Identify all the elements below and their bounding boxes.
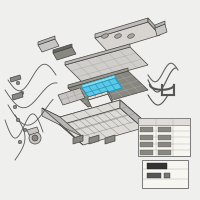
Polygon shape xyxy=(10,75,21,82)
Bar xyxy=(147,173,161,178)
Bar xyxy=(158,134,171,140)
Polygon shape xyxy=(12,92,23,100)
Bar xyxy=(138,118,190,125)
Bar xyxy=(147,163,167,169)
Polygon shape xyxy=(60,100,120,125)
Polygon shape xyxy=(155,24,167,36)
Polygon shape xyxy=(108,91,112,102)
Polygon shape xyxy=(60,108,143,145)
Circle shape xyxy=(18,140,22,144)
Circle shape xyxy=(16,118,20,122)
Polygon shape xyxy=(105,135,115,144)
Ellipse shape xyxy=(128,34,134,38)
Polygon shape xyxy=(82,75,115,88)
Circle shape xyxy=(20,91,24,95)
Polygon shape xyxy=(53,47,76,60)
Circle shape xyxy=(23,128,27,132)
Polygon shape xyxy=(68,68,128,88)
Bar xyxy=(140,142,153,147)
Ellipse shape xyxy=(115,34,121,38)
Bar xyxy=(142,160,188,188)
Circle shape xyxy=(29,132,41,144)
Polygon shape xyxy=(38,39,59,52)
Circle shape xyxy=(13,105,17,109)
Bar xyxy=(158,150,171,154)
Polygon shape xyxy=(148,18,160,35)
Bar xyxy=(158,142,171,147)
Circle shape xyxy=(32,135,38,141)
Polygon shape xyxy=(95,22,160,51)
Polygon shape xyxy=(38,36,55,45)
Polygon shape xyxy=(73,135,83,144)
Circle shape xyxy=(16,81,20,85)
Polygon shape xyxy=(68,71,148,107)
Ellipse shape xyxy=(102,34,108,38)
Polygon shape xyxy=(89,135,99,144)
Polygon shape xyxy=(60,100,143,137)
Polygon shape xyxy=(42,108,83,137)
Polygon shape xyxy=(155,21,165,28)
Bar xyxy=(138,118,190,156)
Polygon shape xyxy=(53,44,72,53)
Polygon shape xyxy=(65,47,148,83)
Polygon shape xyxy=(58,88,85,105)
Polygon shape xyxy=(65,44,130,65)
Polygon shape xyxy=(42,108,60,125)
Bar xyxy=(140,127,153,132)
Bar xyxy=(140,134,153,140)
Polygon shape xyxy=(82,78,122,98)
Polygon shape xyxy=(120,100,143,128)
Bar xyxy=(158,127,171,132)
Bar xyxy=(140,150,153,154)
Polygon shape xyxy=(42,108,83,145)
Polygon shape xyxy=(88,91,108,100)
Polygon shape xyxy=(120,100,143,128)
Polygon shape xyxy=(95,18,148,38)
Polygon shape xyxy=(27,127,39,135)
Bar xyxy=(164,173,170,178)
Polygon shape xyxy=(88,94,112,108)
